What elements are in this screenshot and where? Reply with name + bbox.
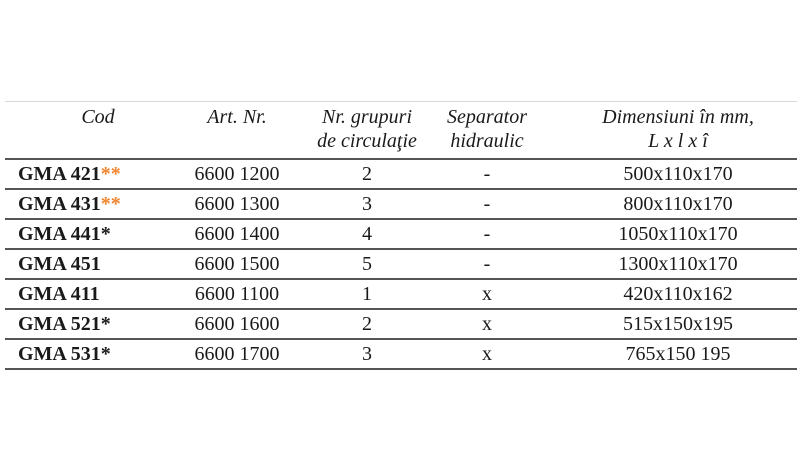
cell-separator: - <box>483 253 491 275</box>
cell-dimensiuni: 515x150x195 <box>623 313 733 335</box>
cell-separator: - <box>483 163 491 185</box>
cod-text: GMA 411 <box>18 283 100 305</box>
cell-separator: - <box>483 193 491 215</box>
table-row: GMA 421** 6600 1200 2 - 500x110x170 <box>5 160 797 190</box>
cod-text: GMA 441 <box>18 223 101 245</box>
header-dimensiuni: Dimensiuni în mm, L x l x î <box>565 105 791 153</box>
product-table: Cod Art. Nr. Nr. grupuri de circulaţie Se… <box>5 101 797 370</box>
cell-cod: GMA 421** <box>18 160 204 188</box>
cell-separator: x <box>482 343 492 365</box>
cell-art-nr: 6600 1500 <box>194 253 280 275</box>
cell-cod: GMA 531* <box>18 340 204 368</box>
cod-text: GMA 521 <box>18 313 101 335</box>
footnote-mark: ** <box>100 193 121 215</box>
cell-dimensiuni: 1050x110x170 <box>618 223 738 245</box>
cell-cod: GMA 441* <box>18 220 204 248</box>
table-row: GMA 441* 6600 1400 4 - 1050x110x170 <box>5 220 797 250</box>
footnote-mark: ** <box>100 163 121 185</box>
cell-cod: GMA 451 <box>18 250 204 278</box>
cell-dimensiuni: 800x110x170 <box>623 193 733 215</box>
cell-cod: GMA 411 <box>18 280 204 308</box>
cell-cod: GMA 521* <box>18 310 204 338</box>
header-cod: Cod <box>81 106 115 128</box>
cell-dimensiuni: 765x150 195 <box>625 343 731 365</box>
cell-separator: - <box>483 223 491 245</box>
cell-art-nr: 6600 1700 <box>194 343 280 365</box>
header-separator-line1: Separator <box>447 106 527 128</box>
cell-grupuri: 3 <box>362 193 372 215</box>
cell-separator: x <box>482 313 492 335</box>
table-row: GMA 521* 6600 1600 2 x 515x150x195 <box>5 310 797 340</box>
header-dimensiuni-line1: Dimensiuni în mm, <box>602 106 754 128</box>
header-grupuri: Nr. grupuri de circulaţie <box>301 105 433 153</box>
cell-grupuri: 1 <box>362 283 372 305</box>
cell-dimensiuni: 500x110x170 <box>623 163 733 185</box>
footnote-mark: * <box>100 313 111 335</box>
cell-cod: GMA 431** <box>18 190 204 218</box>
cell-grupuri: 5 <box>362 253 372 275</box>
cod-text: GMA 421 <box>18 163 101 185</box>
header-dimensiuni-line2: L x l x î <box>648 130 708 152</box>
cod-text: GMA 451 <box>18 253 101 275</box>
cell-grupuri: 4 <box>362 223 372 245</box>
cod-text: GMA 431 <box>18 193 101 215</box>
header-art-nr: Art. Nr. <box>207 106 267 128</box>
cell-separator: x <box>482 283 492 305</box>
header-separator-line2: hidraulic <box>450 130 524 152</box>
cod-text: GMA 531 <box>18 343 101 365</box>
table-header: Cod Art. Nr. Nr. grupuri de circulaţie Se… <box>5 102 797 160</box>
table-row: GMA 531* 6600 1700 3 x 765x150 195 <box>5 340 797 370</box>
cell-grupuri: 2 <box>362 313 372 335</box>
header-grupuri-line1: Nr. grupuri <box>321 106 413 128</box>
cell-dimensiuni: 420x110x162 <box>623 283 733 305</box>
cell-dimensiuni: 1300x110x170 <box>618 253 738 275</box>
cell-art-nr: 6600 1100 <box>194 283 280 305</box>
cell-grupuri: 3 <box>362 343 372 365</box>
cell-art-nr: 6600 1300 <box>194 193 280 215</box>
header-grupuri-line2: de circulaţie <box>317 130 417 152</box>
cell-art-nr: 6600 1600 <box>194 313 280 335</box>
table-row: GMA 431** 6600 1300 3 - 800x110x170 <box>5 190 797 220</box>
footnote-mark: * <box>100 343 111 365</box>
header-separator: Separator hidraulic <box>431 105 543 153</box>
table-row: GMA 411 6600 1100 1 x 420x110x162 <box>5 280 797 310</box>
cell-grupuri: 2 <box>362 163 372 185</box>
cell-art-nr: 6600 1400 <box>194 223 280 245</box>
footnote-mark: * <box>100 223 111 245</box>
table-row: GMA 451 6600 1500 5 - 1300x110x170 <box>5 250 797 280</box>
cell-art-nr: 6600 1200 <box>194 163 280 185</box>
